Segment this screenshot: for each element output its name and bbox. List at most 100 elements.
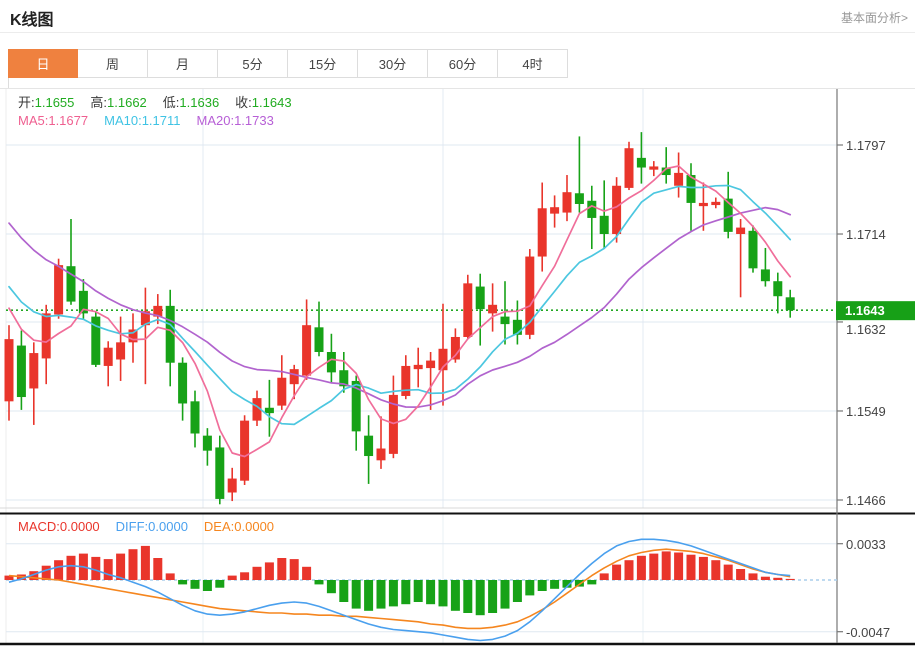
candle-body — [723, 198, 733, 232]
candle-body — [227, 478, 237, 493]
candle-body — [54, 265, 64, 315]
readout-label: DEA: — [203, 519, 235, 534]
macd-bar — [54, 560, 64, 580]
candle-body — [475, 286, 485, 310]
candle-body — [562, 192, 572, 213]
tab-day[interactable]: 日 — [8, 49, 78, 78]
candle-body — [785, 297, 795, 311]
readout-label: MA5: — [18, 113, 49, 128]
candle-body — [103, 347, 113, 366]
macd-bar — [475, 580, 485, 616]
tab-4hour[interactable]: 4时 — [498, 49, 568, 78]
macd-bar — [500, 580, 510, 609]
readout-item: MACD:0.0000 — [18, 519, 100, 534]
readout-item: MA5:1.1677 — [18, 113, 88, 128]
macd-bar — [103, 559, 113, 580]
tab-month[interactable]: 月 — [148, 49, 218, 78]
candle-body — [674, 172, 684, 186]
candle-body — [624, 148, 634, 188]
candle-body — [128, 329, 138, 343]
fundamental-analysis-link[interactable]: 基本面分析> — [840, 11, 908, 25]
macd-bar — [438, 580, 448, 607]
macd-bar — [240, 572, 250, 580]
candle-body — [537, 208, 547, 257]
candle-body — [426, 360, 436, 369]
readout-value: 1.1677 — [48, 113, 89, 128]
macd-bar — [512, 580, 522, 602]
current-price-badge — [836, 301, 915, 321]
price-tick-label: 1.1466 — [846, 493, 886, 508]
candle-body — [686, 175, 696, 203]
macd-bar — [351, 580, 361, 609]
macd-bar — [574, 580, 584, 587]
candle-body — [140, 311, 150, 326]
macd-bar — [674, 552, 684, 580]
timeframe-tabs: 日周月 5分 15分 30分 60分 4时 — [8, 49, 568, 78]
candles-layer — [4, 132, 795, 505]
candle-body — [574, 193, 584, 204]
readout-value: 0.0000 — [234, 519, 275, 534]
macd-bar — [562, 580, 572, 588]
readout-value: 1.1662 — [107, 95, 147, 110]
dea-line — [8, 548, 791, 630]
macd-bar — [773, 577, 783, 580]
macd-bar — [649, 553, 659, 580]
candle-body — [463, 283, 473, 337]
candle-body — [488, 304, 498, 314]
macd-bar — [661, 551, 671, 580]
readout-item: MA20:1.1733 — [196, 113, 273, 128]
candle-body — [165, 305, 175, 363]
macd-bar — [364, 580, 374, 611]
page-title: K线图 — [10, 12, 54, 29]
tab-week[interactable]: 周 — [78, 49, 148, 78]
readout-label: MA10: — [104, 113, 142, 128]
tabs-left-border — [8, 78, 9, 88]
macd-bar — [698, 556, 708, 580]
readout-value: 1.1733 — [234, 113, 274, 128]
macd-bar — [636, 555, 646, 580]
readout-label: 高: — [90, 95, 108, 110]
macd-bar — [612, 564, 622, 580]
candle-body — [190, 401, 200, 434]
macd-bar — [140, 545, 150, 580]
candle-body — [711, 201, 721, 206]
readout-label: 收: — [235, 95, 252, 110]
macd-bar — [748, 573, 758, 580]
current-price-label: 1.1643 — [845, 302, 885, 318]
tab-30min[interactable]: 30分 — [358, 49, 428, 78]
macd-bar — [413, 580, 423, 602]
macd-bar — [463, 580, 473, 613]
macd-bar — [760, 576, 770, 580]
macd-bar — [252, 566, 262, 580]
candle-body — [16, 345, 26, 398]
macd-bar — [302, 566, 312, 580]
candle-body — [4, 339, 14, 402]
candle-body — [587, 200, 597, 218]
readout-value: 1.1643 — [251, 95, 292, 110]
macd-bar — [587, 580, 597, 585]
ma-readout: MA5:1.1677 MA10:1.1711 MA20:1.1733 — [18, 113, 290, 128]
candle-body — [339, 370, 349, 387]
candle-body — [66, 266, 76, 302]
candle-body — [202, 435, 212, 451]
candle-body — [302, 325, 312, 376]
tab-5min[interactable]: 5分 — [218, 49, 288, 78]
readout-item: 开:1.1655 — [18, 95, 74, 110]
ma10-line — [8, 184, 792, 426]
macd-bar — [450, 580, 460, 611]
candle-body — [91, 316, 101, 365]
candle-body — [512, 319, 522, 335]
candle-body — [364, 435, 374, 457]
candle-body — [277, 377, 287, 406]
candle-body — [760, 269, 770, 282]
candle-body — [376, 448, 386, 461]
candle-body — [29, 353, 39, 389]
macd-bar — [326, 580, 336, 594]
readout-label: 开: — [18, 95, 35, 110]
candle-body — [612, 185, 622, 235]
ma20-line — [8, 206, 792, 408]
macd-bar — [550, 580, 560, 589]
tab-60min[interactable]: 60分 — [428, 49, 498, 78]
tab-15min[interactable]: 15分 — [288, 49, 358, 78]
